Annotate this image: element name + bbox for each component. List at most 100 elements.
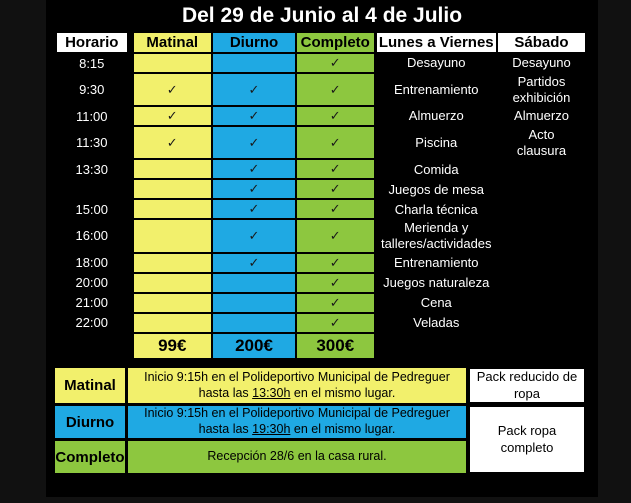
pack-completo-cell: Pack ropa completo — [469, 406, 585, 473]
time-cell: 11:30 — [55, 125, 134, 161]
time-cell: 9:30 — [55, 71, 134, 108]
diurno-check-cell: ✓ — [211, 105, 297, 128]
matinal-check-cell — [129, 311, 213, 334]
check-icon: ✓ — [248, 254, 260, 270]
completo-check-cell: ✓ — [295, 71, 377, 108]
saturday-activity-cell: Almuerzo — [496, 105, 587, 128]
weekday-activity-cell: Juegos de mesa — [374, 178, 498, 201]
schedule-row: ✓ ✓ Juegos de mesa — [55, 178, 587, 201]
price-row-spacer — [374, 331, 498, 360]
saturday-activity-cell — [496, 158, 587, 181]
completo-check-cell: ✓ — [295, 178, 377, 201]
time-cell — [55, 178, 134, 201]
matinal-check-cell — [129, 271, 213, 294]
saturday-activity-cell — [496, 311, 587, 334]
matinal-check-cell — [129, 198, 213, 221]
time-cell: 16:00 — [55, 218, 134, 254]
legend-table: Matinal Inicio 9:15h en el Polideportivo… — [55, 368, 585, 473]
weekday-activity-cell: Desayuno — [374, 52, 498, 74]
matinal-check-cell: ✓ — [129, 125, 213, 161]
time-cell: 8:15 — [55, 52, 134, 74]
weekday-activity-cell: Veladas — [374, 311, 498, 334]
time-cell: 18:00 — [55, 251, 134, 274]
check-icon: ✓ — [248, 81, 260, 97]
diurno-check-cell: ✓ — [211, 158, 297, 181]
price-row: 99€ 200€ 300€ — [55, 331, 587, 360]
legend-text-completo: Recepción 28/6 en la casa rural. — [128, 441, 466, 473]
check-icon: ✓ — [329, 314, 341, 330]
check-icon: ✓ — [166, 134, 178, 150]
saturday-activity-cell — [496, 218, 587, 254]
saturday-activity-cell — [496, 271, 587, 294]
completo-check-cell: ✓ — [295, 251, 377, 274]
time-cell: 13:30 — [55, 158, 134, 181]
legend-matinal-line1: Inicio 9:15h en el Polideportivo Municip… — [144, 369, 450, 384]
check-icon: ✓ — [329, 294, 341, 310]
pack-reducido-cell: Pack reducido de ropa — [469, 368, 585, 403]
time-cell: 21:00 — [55, 291, 134, 314]
check-icon: ✓ — [329, 254, 341, 270]
schedule-row: 22:00 ✓ Veladas — [55, 311, 587, 334]
weekday-activity-cell: Comida — [374, 158, 498, 181]
header-diurno: Diurno — [211, 31, 297, 54]
saturday-activity-cell — [496, 291, 587, 314]
schedule-row: 11:30 ✓ ✓ ✓ Piscina Acto clausura — [55, 125, 587, 161]
check-icon: ✓ — [248, 161, 260, 177]
check-icon: ✓ — [329, 227, 341, 243]
check-icon: ✓ — [248, 108, 260, 124]
saturday-activity-cell: Partidos exhibición — [496, 71, 587, 108]
check-icon: ✓ — [248, 181, 260, 197]
legend-matinal-line2-post: en el mismo lugar. — [290, 385, 396, 400]
time-cell: 20:00 — [55, 271, 134, 294]
matinal-check-cell: ✓ — [129, 105, 213, 128]
price-completo: 300€ — [295, 331, 377, 360]
diurno-check-cell — [211, 271, 297, 294]
diurno-check-cell: ✓ — [211, 71, 297, 108]
check-icon: ✓ — [166, 108, 178, 124]
completo-check-cell: ✓ — [295, 125, 377, 161]
legend-diurno-line2-pre: hasta las — [198, 422, 253, 436]
weekday-activity-cell: Entrenamiento — [374, 251, 498, 274]
diurno-check-cell — [211, 52, 297, 74]
time-cell: 15:00 — [55, 198, 134, 221]
weekday-activity-cell: Charla técnica — [374, 198, 498, 221]
check-icon: ✓ — [248, 227, 260, 243]
diurno-check-cell: ✓ — [211, 198, 297, 221]
check-icon: ✓ — [166, 81, 178, 97]
saturday-activity-cell — [496, 178, 587, 201]
completo-check-cell: ✓ — [295, 105, 377, 128]
matinal-check-cell — [129, 291, 213, 314]
legend-diurno-line1: Inicio 9:15h en el Polideportivo Municip… — [144, 406, 450, 421]
schedule-table: Horario Matinal Diurno Completo Lunes a … — [55, 31, 587, 360]
saturday-activity-cell — [496, 198, 587, 221]
legend-completo-line1: Recepción 28/6 en la casa rural. — [207, 449, 387, 464]
weekday-activity-cell: Merienda y talleres/actividades — [374, 218, 498, 254]
time-cell: 11:00 — [55, 105, 134, 128]
check-icon: ✓ — [248, 201, 260, 217]
header-lunes-a-viernes: Lunes a Viernes — [374, 31, 498, 54]
schedule-header-row: Horario Matinal Diurno Completo Lunes a … — [55, 31, 587, 54]
schedule-row: 20:00 ✓ Juegos naturaleza — [55, 271, 587, 294]
completo-check-cell: ✓ — [295, 218, 377, 254]
header-horario: Horario — [55, 31, 134, 54]
legend-label-diurno: Diurno — [55, 406, 125, 438]
completo-check-cell: ✓ — [295, 198, 377, 221]
weekday-activity-cell: Almuerzo — [374, 105, 498, 128]
price-diurno: 200€ — [211, 331, 297, 360]
weekday-activity-cell: Entrenamiento — [374, 71, 498, 108]
schedule-row: 21:00 ✓ Cena — [55, 291, 587, 314]
check-icon: ✓ — [248, 134, 260, 150]
matinal-check-cell — [129, 251, 213, 274]
completo-check-cell: ✓ — [295, 52, 377, 74]
legend-diurno-line2-post: en el mismo lugar. — [290, 422, 396, 436]
saturday-activity-cell — [496, 251, 587, 274]
saturday-activity-cell: Desayuno — [496, 52, 587, 74]
legend-label-completo: Completo — [55, 441, 125, 473]
diurno-check-cell: ✓ — [211, 125, 297, 161]
legend-text-matinal: Inicio 9:15h en el Polideportivo Municip… — [128, 368, 466, 403]
schedule-row: 16:00 ✓ ✓ Merienda y talleres/actividade… — [55, 218, 587, 254]
matinal-check-cell — [129, 158, 213, 181]
completo-check-cell: ✓ — [295, 158, 377, 181]
header-matinal: Matinal — [129, 31, 213, 54]
schedule-row: 18:00 ✓ ✓ Entrenamiento — [55, 251, 587, 274]
